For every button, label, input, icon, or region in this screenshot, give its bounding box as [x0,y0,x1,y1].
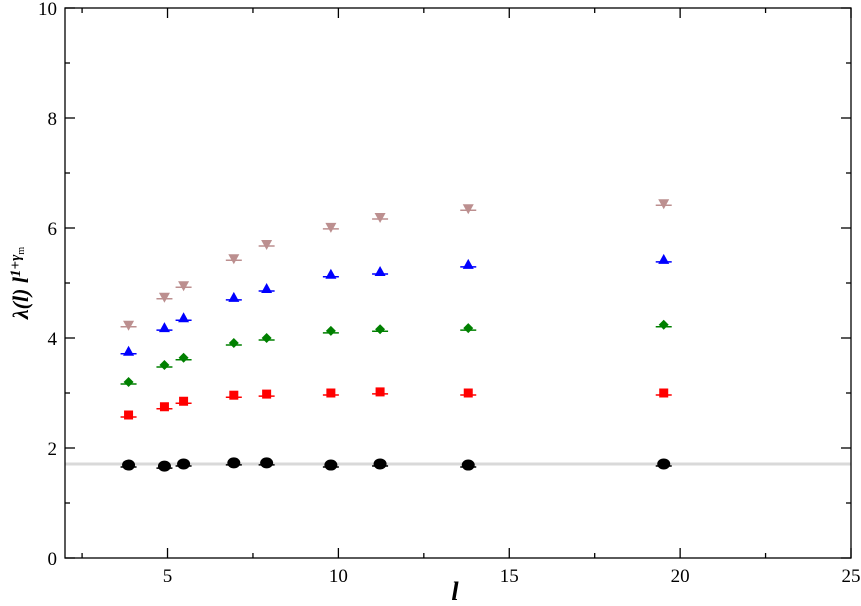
point [228,254,240,265]
x-tick-label: 10 [329,566,348,587]
point [122,459,136,471]
point [375,324,386,335]
point [158,322,170,333]
point [123,345,135,356]
point [159,359,170,370]
point [658,199,670,210]
point [228,291,240,302]
point [461,459,475,471]
point [325,325,336,336]
point [326,388,336,398]
point [658,319,669,330]
point [658,253,670,264]
y-tick-label: 2 [48,439,58,460]
point [178,352,189,363]
point [659,388,669,398]
y-axis-label-sub: m [16,247,27,255]
point [657,458,671,470]
x-tick-label: 20 [671,566,690,587]
x-tick-label: 15 [500,566,519,587]
point [261,239,273,250]
point [324,459,338,471]
point [228,337,239,348]
point [178,312,190,323]
y-tick-label: 0 [48,549,58,570]
point [123,377,134,387]
point [178,281,190,292]
point [374,213,386,223]
point [463,388,473,398]
point [179,396,189,406]
point [463,323,474,334]
point [462,258,474,269]
x-tick-label: 5 [163,566,173,587]
point [462,204,474,215]
point [375,387,385,397]
point [373,458,387,470]
point [325,268,337,279]
y-axis-label-main: λ(l) l [8,276,33,320]
y-axis-label: λ(l) l1+γm [8,247,33,320]
point [325,222,337,233]
y-tick-label: 6 [48,219,58,240]
point [261,333,272,343]
point [159,402,169,412]
y-axis-label-sup: 1+γ [8,254,24,277]
x-axis-label: l [451,577,459,606]
y-tick-label: 4 [48,329,58,350]
point [374,266,386,276]
y-tick-label: 8 [48,109,58,130]
point [262,389,272,399]
point [157,460,171,472]
point [227,457,241,469]
point [260,457,274,469]
point [229,390,239,400]
point [158,292,170,303]
point [124,410,134,420]
point [177,458,191,470]
point [261,283,273,294]
point [123,320,135,331]
y-tick-label: 10 [38,0,57,20]
x-tick-label: 25 [842,566,861,587]
